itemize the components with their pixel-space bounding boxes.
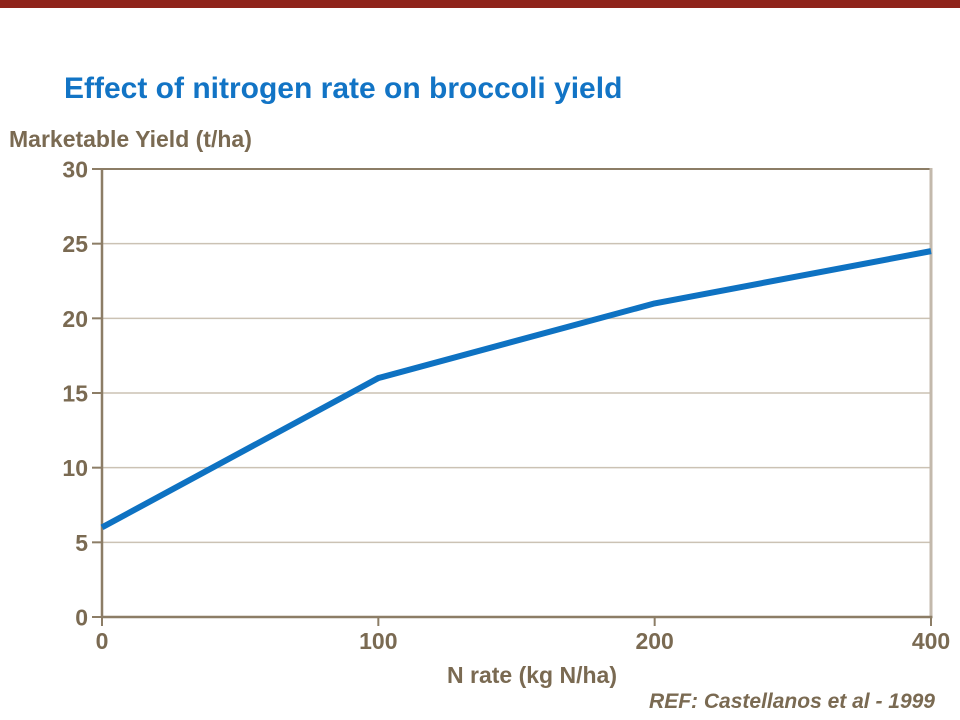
x-tick-label: 400 [912, 628, 950, 654]
x-tick-label: 0 [96, 628, 109, 654]
y-tick-label: 25 [62, 231, 88, 257]
yield-data-line [100, 248, 932, 531]
chart-title: Effect of nitrogen rate on broccoli yiel… [64, 72, 623, 105]
y-axis-title: Marketable Yield (t/ha) [9, 126, 252, 152]
top-accent-bar [0, 0, 960, 8]
y-tick-label: 20 [62, 306, 88, 332]
x-axis-title: N rate (kg N/ha) [447, 662, 617, 688]
y-tick-label: 30 [62, 157, 88, 183]
y-tick-label: 0 [75, 605, 88, 631]
x-tick-label: 100 [359, 628, 397, 654]
y-tick-label: 5 [75, 530, 88, 556]
y-tick-label: 10 [62, 455, 88, 481]
x-tick-label: 200 [635, 628, 673, 654]
y-tick-label: 15 [62, 381, 88, 407]
reference-citation: REF: Castellanos et al - 1999 [649, 690, 935, 713]
